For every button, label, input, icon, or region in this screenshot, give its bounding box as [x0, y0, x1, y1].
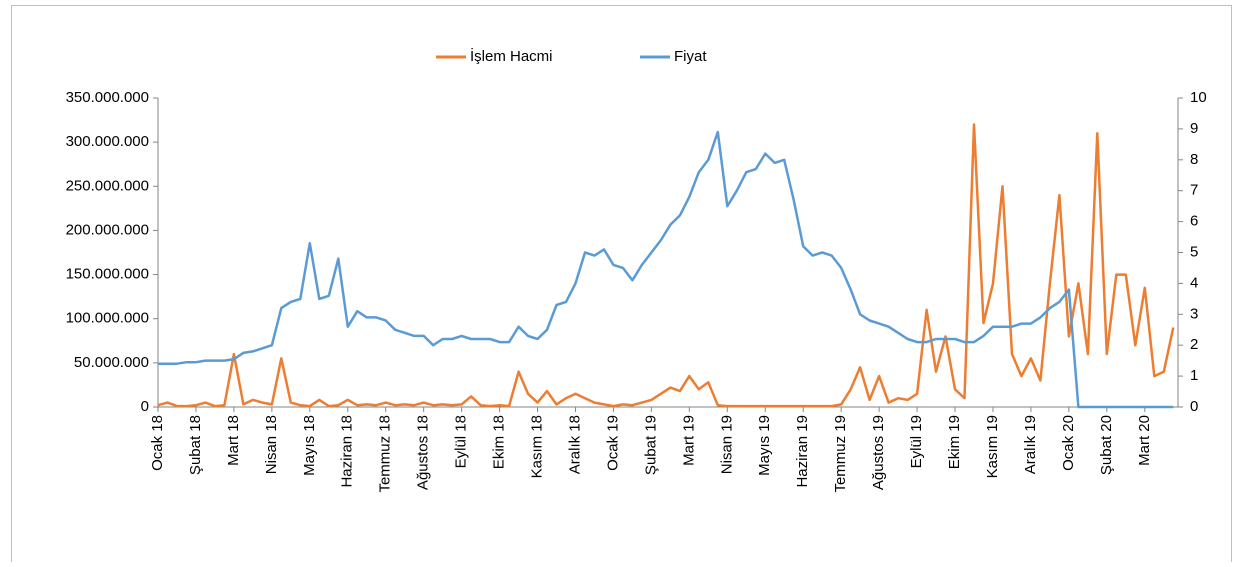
y-tick-label: 150.000.000	[66, 266, 149, 283]
x-tick-label: Mart 20	[1136, 415, 1153, 466]
x-tick-label: Aralık 18	[566, 415, 583, 474]
y-tick-label: 100.000.000	[66, 310, 149, 327]
x-tick-label: Temmuz 19	[832, 415, 849, 493]
x-tick-label: Şubat 18	[187, 415, 204, 475]
x-tick-label: Mayıs 19	[756, 415, 773, 476]
y2-tick-label: 5	[1190, 243, 1198, 260]
x-tick-label: Ocak 19	[604, 415, 621, 471]
y2-tick-label: 9	[1190, 120, 1198, 137]
y2-tick-label: 2	[1190, 336, 1198, 353]
y2-tick-label: 7	[1190, 182, 1198, 199]
x-tick-label: Kasım 18	[529, 415, 546, 478]
y2-tick-label: 8	[1190, 151, 1198, 168]
y2-tick-label: 6	[1190, 213, 1198, 230]
legend-label: Fiyat	[674, 48, 707, 65]
y-tick-label: 300.000.000	[66, 133, 149, 150]
x-tick-label: Nisan 18	[263, 415, 280, 474]
x-tick-label: Haziran 18	[339, 415, 356, 488]
x-tick-label: Ocak 20	[1060, 415, 1077, 471]
x-tick-label: Ekim 19	[946, 415, 963, 469]
series-line	[158, 130, 1174, 409]
x-tick-label: Mart 19	[680, 415, 697, 466]
x-tick-label: Nisan 19	[718, 415, 735, 474]
y-tick-label: 50.000.000	[74, 354, 149, 371]
x-tick-label: Ağustos 19	[870, 415, 887, 490]
x-tick-label: Şubat 20	[1098, 415, 1115, 475]
y2-tick-label: 1	[1190, 367, 1198, 384]
y2-tick-label: 4	[1190, 274, 1198, 291]
y-tick-label: 200.000.000	[66, 221, 149, 238]
x-tick-label: Ekim 18	[491, 415, 508, 469]
y2-tick-label: 0	[1190, 398, 1198, 415]
y2-tick-label: 10	[1190, 89, 1207, 106]
x-tick-label: Eylül 19	[908, 415, 925, 468]
x-tick-label: Eylül 18	[453, 415, 470, 468]
y-tick-label: 0	[141, 398, 149, 415]
x-tick-label: Ocak 18	[149, 415, 166, 471]
x-tick-label: Kasım 19	[984, 415, 1001, 478]
x-tick-label: Haziran 19	[794, 415, 811, 488]
series-line	[157, 123, 1175, 408]
x-tick-label: Aralık 19	[1022, 415, 1039, 474]
x-tick-label: Şubat 19	[642, 415, 659, 475]
x-tick-label: Mayıs 18	[301, 415, 318, 476]
x-tick-label: Mart 18	[225, 415, 242, 466]
y-tick-label: 350.000.000	[66, 89, 149, 106]
y2-tick-label: 3	[1190, 305, 1198, 322]
x-tick-label: Ağustos 18	[415, 415, 432, 490]
chart-border	[11, 5, 1232, 566]
legend-label: İşlem Hacmi	[470, 47, 553, 65]
x-tick-label: Temmuz 18	[377, 415, 394, 493]
y-tick-label: 250.000.000	[66, 177, 149, 194]
